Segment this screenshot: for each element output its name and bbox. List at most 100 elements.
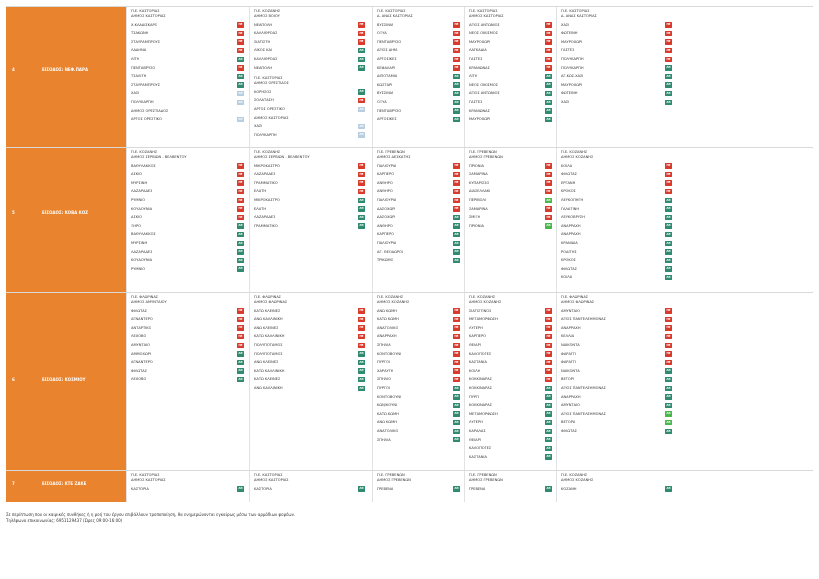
route-badge: ΠΕ xyxy=(237,206,244,212)
village-name: ΔΑΣΟΧΩΡΙ xyxy=(377,206,396,211)
route-badge: ΠΕ xyxy=(665,351,672,357)
route-badge: ΑΘ xyxy=(665,368,672,374)
route-badge: ΑΘ xyxy=(358,223,365,229)
list-item: ΦΙΛΩΤΑΣ ΑΘ xyxy=(557,265,677,274)
route-badge: ΠΕ xyxy=(665,359,672,366)
list-item: Χ.ΚΛΑΔΙΣΚΑΡΟ ΠΕ xyxy=(127,21,250,30)
village-name: ΑΓΝΑΝΤΕΡΟ xyxy=(131,317,153,322)
route-badge: ΑΘ xyxy=(665,231,672,238)
list-item: ΦΑΡΑΓΓΙ ΠΕ xyxy=(557,358,677,367)
village-name: ΚΟΥΔΟΥΝΙΑ xyxy=(131,206,153,211)
village-name: ΛΕΧΟΒΟ xyxy=(131,334,147,339)
list-item: ΣΙΑΤΙΣΤΗ ΠΕ xyxy=(250,38,373,47)
route-badge: ΠΕ xyxy=(358,163,365,169)
municipality-label: ΔΗΜΟΣ ΚΑΣΤΟΡΙΑΣ xyxy=(131,477,166,482)
list-item: ΚΡΑΝΙΩΝΑΣ ΠΕ xyxy=(465,64,557,73)
list-item: ΚΟΚΚΙΝΑΡΑΣ ΠΕ xyxy=(465,375,557,384)
municipality-label: ΔΗΜΟΣ ΓΡΕΒΕΝΩΝ xyxy=(469,477,503,482)
list-item: ΔΑΣΟΧΩΡΙ ΑΘ xyxy=(373,213,465,222)
list-item: ΜΑΥΡΟΧΩΡΙ ΑΘ xyxy=(557,81,677,90)
route-badge: ΑΘ xyxy=(453,240,460,246)
route-badge: ΠΕ xyxy=(453,308,460,314)
village-name: ΔΗΜΟΣ ΟΡΕΣΤΙΑΔΟΣ xyxy=(131,108,169,113)
route-badge: ΠΕ xyxy=(665,47,672,54)
route-badge: ΠΕ xyxy=(237,163,244,169)
route-badge: ΠΕ xyxy=(665,342,672,348)
route-badge: ΑΘ xyxy=(237,82,244,88)
village-name: ΛΑΖΑΡΑΔΕΣ xyxy=(254,215,276,220)
column-header: Π.Ε. ΚΟΖΑΝΗΣ ΔΗΜΟΣ ΚΟΖΑΝΗΣ xyxy=(557,148,677,162)
week-block: 4 ΕΙΣΟΔΟΣ: ΝΕΦ.ΠΑΡΑ Π.Ε. ΚΑΣΤΟΡΙΑΣ ΔΗΜΟΣ ΚΑ… xyxy=(6,6,813,148)
list-item: ΑΓΝΑΝΤΕΡΟ ΠΕ xyxy=(127,315,250,324)
list-item: ΜΕΤΑΜΟΡΦΩΣΗ ΑΘ xyxy=(465,410,557,419)
village-name: ΠΑΛΙΟΥΡΙΑ xyxy=(377,197,397,202)
week-block: 6 ΕΙΣΟΔΟΣ: ΚΟΣΜΙΟΥ Π.Ε. ΦΛΩΡΙΝΑΣ ΔΗΜΟΣ ΑΜΥΝ… xyxy=(6,292,813,471)
route-badge: ΠΕ xyxy=(237,333,244,340)
route-badge: ΑΘ xyxy=(237,223,244,229)
village-name: ΠΥΡΓΙ xyxy=(469,394,480,399)
list-item: ΑΝΑΡΡΑΧΗ ΑΘ xyxy=(557,393,677,402)
village-name: ΚΟΚΚΙΝΑΡΑΣ xyxy=(469,377,493,382)
list-item: ΚΟΚΚΙΝΑΡΑΣ ΑΘ xyxy=(465,384,557,393)
list-item: ΠΕΝΤΑΒΡΥΣΟ ΠΕ xyxy=(127,64,250,73)
village-name: ΠΥΡΓΟΙ xyxy=(377,385,390,390)
list-item: ΚΑΣΤΑΝΙΑ ΑΘ xyxy=(465,453,557,462)
route-badge: ΠΕ xyxy=(237,22,244,28)
village-name: ΚΥΠΑΡΙΣΣΟ xyxy=(469,180,490,185)
list-item: ΠΥΡΓΟΙ ΠΕ xyxy=(373,358,465,367)
route-badge: ΠΕ xyxy=(358,342,365,348)
route-badge: ΑΘ xyxy=(665,206,672,212)
column-subheader: Π.Ε. ΚΑΣΤΟΡΙΑΣ ΔΗΜΟΣ ΟΡΕΣΤΙΔΟΣ xyxy=(250,74,373,88)
route-badge: ΑΘ xyxy=(453,419,460,426)
village-name: ΑΝΘΗΡΟ xyxy=(377,223,393,228)
footer-notes: Σε περίπτωση που οι καιρικές συνθήκες ή … xyxy=(6,512,295,524)
route-badge: ΑΘ xyxy=(665,223,672,229)
day-column: Π.Ε. ΚΟΖΑΝΗΣ ΔΗΜΟΣ ΚΟΖΑΝΗΣ ΚΟΖΑΝΗ ΑΘ xyxy=(556,471,677,502)
list-item: ΑΣΚΙΟ ΠΕ xyxy=(127,170,250,179)
village-name: ΔΙΑΣΕΛΛΑΚΙ xyxy=(469,189,491,194)
column-header: Π.Ε. ΦΛΩΡΙΝΑΣ ΔΗΜΟΣ ΦΛΩΡΙΝΑΣ xyxy=(250,293,373,307)
village-name: ΠΟΛΥΚΑΡΠΗ xyxy=(254,132,277,137)
route-badge: ΑΘ xyxy=(237,231,244,238)
column-header: Π.Ε. ΦΛΩΡΙΝΑΣ ΔΗΜΟΣ ΑΜΥΝΤΑΙΟΥ xyxy=(127,293,250,307)
list-item: ΚΥΠΑΡΙΣΣΟ ΠΕ xyxy=(465,179,557,188)
municipality-label: ΔΗΜΟΣ ΓΡΕΒΕΝΩΝ xyxy=(469,154,503,159)
route-badge: ΑΘ xyxy=(453,411,460,417)
village-name: ΑΝΩ ΚΛΕΙΝΕΣ xyxy=(254,325,279,330)
route-badge: ΑΘ xyxy=(453,99,460,105)
list-item: ΑΓΙΟΣ ΠΑΝΤΕΛΕΗΜΟΝΑΣ ΠΕ xyxy=(557,315,677,324)
village-name: ΣΙΑΤΙΣΤΙΝΟΣ xyxy=(469,308,492,313)
route-badge: ΑΘ xyxy=(453,73,460,80)
list-item: ΚΡΑΝΙΔΙΑ ΑΘ xyxy=(557,239,677,248)
village-name: ΟΞΥΑ xyxy=(377,99,387,104)
village-name: ΑΜΥΝΤΑΙΟ xyxy=(131,342,150,347)
route-badge: ΑΘ xyxy=(665,73,672,80)
village-name: ΜΥΡΣΙΝΗ xyxy=(131,180,148,185)
list-item: ΑΡΓΟΣΙΚΕΣ ΑΘ xyxy=(373,115,465,124)
route-badge: ΠΕ xyxy=(665,180,672,186)
route-badge: ΠΕ xyxy=(665,316,672,323)
list-item: ΘΕΙΑΡΙ ΠΕ xyxy=(465,341,557,350)
village-name: ΧΑΣΙ xyxy=(254,124,263,129)
list-item: ΚΟΖΑΝΗ ΑΘ xyxy=(557,485,677,494)
route-badge: ΑΘ xyxy=(358,132,365,138)
route-badge: ΑΘ xyxy=(453,108,460,114)
route-badge: ΑΘ xyxy=(358,56,365,62)
route-badge: ΠΕ xyxy=(237,47,244,54)
village-name: ΚΩΝ/ΚΟΥΝΙ xyxy=(377,403,398,408)
day-column: Π.Ε. ΚΑΣΤΟΡΙΑΣ Δ. ΑΝΑΣ ΚΑΣΤΟΡΙΑΣ ΧΑΣΙ ΠΕ ΦΩΤ… xyxy=(556,7,677,148)
village-name: ΚΟΚΚΙΝΑΡΑΣ xyxy=(469,385,493,390)
village-name: ΚΟΙΛΑ xyxy=(561,275,573,280)
list-item: ΝΕΟΣ ΟΙΚΙΣΜΟΣ ΑΘ xyxy=(465,81,557,90)
week-entry-label: ΕΙΣΟΔΟΣ: ΚΤΕ ΖΑΚΕ xyxy=(42,481,87,486)
route-badge: ΠΕ xyxy=(545,376,552,383)
village-name: ΑΓ. ΘΕΟΔΩΡΟΙ xyxy=(377,249,403,254)
list-item: ΓΡΕΒΕΝΑ ΑΘ xyxy=(465,485,557,494)
list-item: ΔΙΠΟΤΑΜΙΑ ΑΘ xyxy=(373,72,465,81)
list-item: ΕΛΑΤΗ ΑΘ xyxy=(250,205,373,214)
list-item: ΛΙΤΗ ΑΘ xyxy=(465,72,557,81)
list-item: ΟΞΥΑ ΠΕ xyxy=(373,29,465,38)
list-item: ΣΟΛΑΤΑΣΗ ΠΕ xyxy=(250,96,373,105)
week-label-cell: 7 ΕΙΣΟΔΟΣ: ΚΤΕ ΖΑΚΕ xyxy=(6,471,127,502)
region-label: Π.Ε. ΚΟΖΑΝΗΣ xyxy=(561,473,588,477)
